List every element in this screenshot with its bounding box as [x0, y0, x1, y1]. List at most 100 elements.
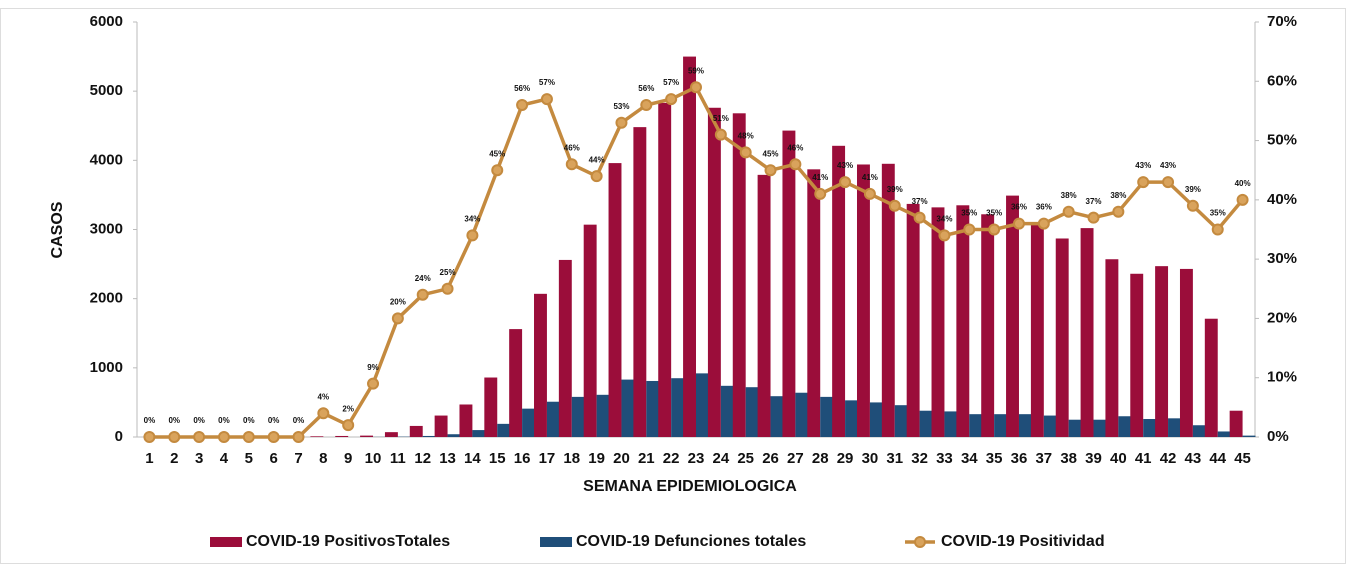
marker: [714, 128, 727, 141]
data-label: 39%: [1185, 185, 1201, 194]
marker: [963, 223, 976, 236]
x-tick-label: 23: [688, 450, 705, 467]
data-label: 2%: [342, 404, 354, 413]
x-tick-label: 11: [390, 450, 406, 467]
bar: [422, 435, 436, 437]
y2-tick-label: 20%: [1267, 309, 1297, 326]
data-label: 46%: [564, 143, 580, 152]
x-tick-label: 1: [145, 450, 153, 467]
data-label: 43%: [837, 161, 853, 170]
marker: [863, 187, 876, 200]
bar: [944, 411, 958, 437]
bar: [856, 164, 870, 437]
data-label: 34%: [936, 215, 952, 224]
data-label: 37%: [912, 197, 928, 206]
data-label: 51%: [713, 114, 729, 123]
marker: [565, 158, 578, 171]
data-label: 56%: [514, 84, 530, 93]
bar: [1105, 259, 1119, 437]
legend-swatch: [540, 537, 572, 547]
bar: [459, 404, 473, 437]
bar: [546, 401, 560, 437]
marker: [1112, 205, 1125, 218]
bar: [931, 207, 945, 437]
x-tick-label: 43: [1185, 450, 1202, 467]
x-tick-label: 45: [1234, 450, 1251, 467]
bar: [1043, 415, 1057, 437]
data-label: 43%: [1160, 161, 1176, 170]
bar: [1093, 419, 1107, 437]
data-label: 38%: [1061, 191, 1077, 200]
bar: [881, 163, 895, 437]
x-tick-label: 27: [787, 450, 804, 467]
x-tick-label: 21: [638, 450, 655, 467]
data-label: 40%: [1235, 179, 1251, 188]
bar: [671, 378, 685, 437]
x-tick-label: 2: [170, 450, 178, 467]
data-label: 43%: [1135, 161, 1151, 170]
marker: [416, 288, 429, 301]
bar: [447, 434, 461, 437]
marker: [193, 431, 206, 443]
x-tick-label: 9: [344, 450, 352, 467]
bar: [646, 380, 660, 437]
marker: [739, 146, 752, 159]
bar: [894, 405, 908, 437]
y-tick-label: 3000: [90, 220, 123, 237]
bar: [596, 394, 610, 437]
y-tick-label: 1000: [90, 359, 123, 376]
x-tick-label: 40: [1110, 450, 1127, 467]
bar: [335, 435, 349, 437]
bar: [832, 145, 846, 437]
bar: [1130, 273, 1144, 437]
bar: [621, 379, 635, 437]
x-tick-label: 26: [762, 450, 779, 467]
marker: [913, 211, 926, 224]
x-tick-label: 33: [936, 450, 953, 467]
data-label: 56%: [638, 84, 654, 93]
marker: [1137, 176, 1150, 189]
marker: [888, 199, 901, 212]
data-label: 9%: [367, 363, 379, 372]
bar: [1179, 268, 1193, 437]
marker: [491, 164, 504, 177]
x-axis-label: SEMANA EPIDEMIOLOGICA: [583, 478, 797, 495]
x-tick-label: 22: [663, 450, 680, 467]
data-label: 4%: [318, 392, 330, 401]
marker: [615, 116, 628, 129]
data-label: 45%: [489, 149, 505, 158]
y2-tick-label: 50%: [1267, 132, 1297, 149]
bar: [683, 56, 696, 437]
data-label: 0%: [243, 416, 255, 425]
data-label: 45%: [763, 149, 779, 158]
legend-swatch: [210, 537, 242, 547]
x-tick-label: 16: [514, 450, 531, 467]
marker: [292, 431, 305, 443]
data-label: 48%: [738, 132, 754, 141]
bar: [633, 127, 647, 437]
legend-label: COVID-19 Positividad: [941, 533, 1105, 550]
bar: [956, 205, 970, 437]
bar: [384, 432, 398, 437]
bar: [534, 293, 547, 437]
bar: [509, 329, 523, 437]
marker: [1037, 217, 1050, 230]
bar: [757, 174, 771, 437]
bar: [1080, 228, 1094, 437]
marker: [590, 170, 603, 183]
legend-label: COVID-19 PositivosTotales: [246, 533, 450, 550]
x-tick-label: 30: [862, 450, 879, 467]
marker: [839, 176, 852, 189]
bar: [1168, 418, 1181, 437]
bar: [1143, 419, 1157, 437]
marker: [764, 164, 777, 177]
marker: [1211, 223, 1224, 236]
bar: [1192, 425, 1206, 437]
x-tick-label: 24: [713, 450, 730, 467]
data-label: 35%: [1210, 209, 1226, 218]
data-label: 36%: [1011, 203, 1027, 212]
x-tick-label: 41: [1135, 450, 1152, 467]
x-tick-label: 4: [220, 450, 229, 467]
bar: [497, 423, 511, 437]
